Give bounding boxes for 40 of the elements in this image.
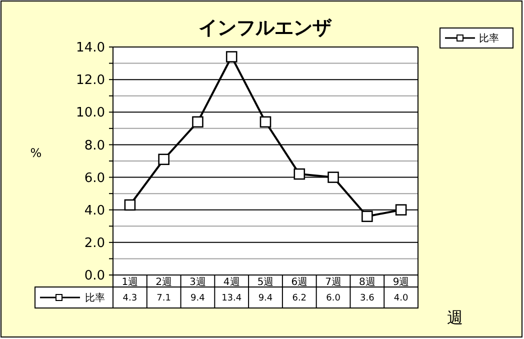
point — [294, 168, 306, 180]
y-tick-label: 2.0 — [84, 236, 105, 251]
x-tick-label: 5週 — [257, 277, 274, 288]
point — [158, 154, 170, 166]
x-axis-title: 週 — [447, 308, 463, 327]
data-label: 7.1 — [156, 294, 171, 304]
x-tick-label: 2週 — [156, 277, 172, 288]
x-tick-label: 7週 — [325, 277, 342, 288]
x-tick-label: 9週 — [392, 277, 410, 288]
data-label: 4.0 — [394, 294, 408, 304]
x-tick-label: 1週 — [122, 277, 138, 288]
data-label: 9.4 — [190, 294, 206, 304]
text: 比率 — [85, 293, 105, 304]
point — [362, 210, 373, 222]
point — [260, 116, 272, 128]
x-tick-label: 8週 — [358, 277, 376, 288]
y-tick-label: 14.0 — [76, 40, 105, 56]
y-tick-label: 8.0 — [84, 138, 105, 154]
point — [328, 172, 339, 183]
data-label: 6.0 — [326, 294, 341, 304]
y-tick-label: 6.0 — [84, 170, 105, 186]
point — [192, 116, 204, 128]
data-label: 13.4 — [222, 294, 242, 304]
y-tick-label: 12.0 — [76, 73, 105, 88]
point — [226, 51, 238, 62]
x-tick-label: 3週 — [190, 277, 206, 288]
data-label: 6.2 — [292, 294, 307, 304]
legend-label: 比率 — [479, 32, 499, 44]
chart-title: インフルエンザ — [198, 17, 332, 39]
y-tick-label: 0.0 — [84, 268, 105, 284]
y-tick-label: 10.0 — [76, 106, 105, 121]
data-label: 4.3 — [122, 294, 138, 304]
x-tick-label: 6週 — [291, 277, 308, 288]
y-axis-title: % — [30, 146, 42, 160]
data-label: 9.4 — [258, 294, 273, 304]
y-tick-label: 4.0 — [84, 203, 105, 218]
data-label: 3.6 — [360, 294, 375, 304]
point — [395, 204, 407, 216]
x-tick-label: 4週 — [223, 277, 240, 288]
point — [124, 199, 136, 211]
